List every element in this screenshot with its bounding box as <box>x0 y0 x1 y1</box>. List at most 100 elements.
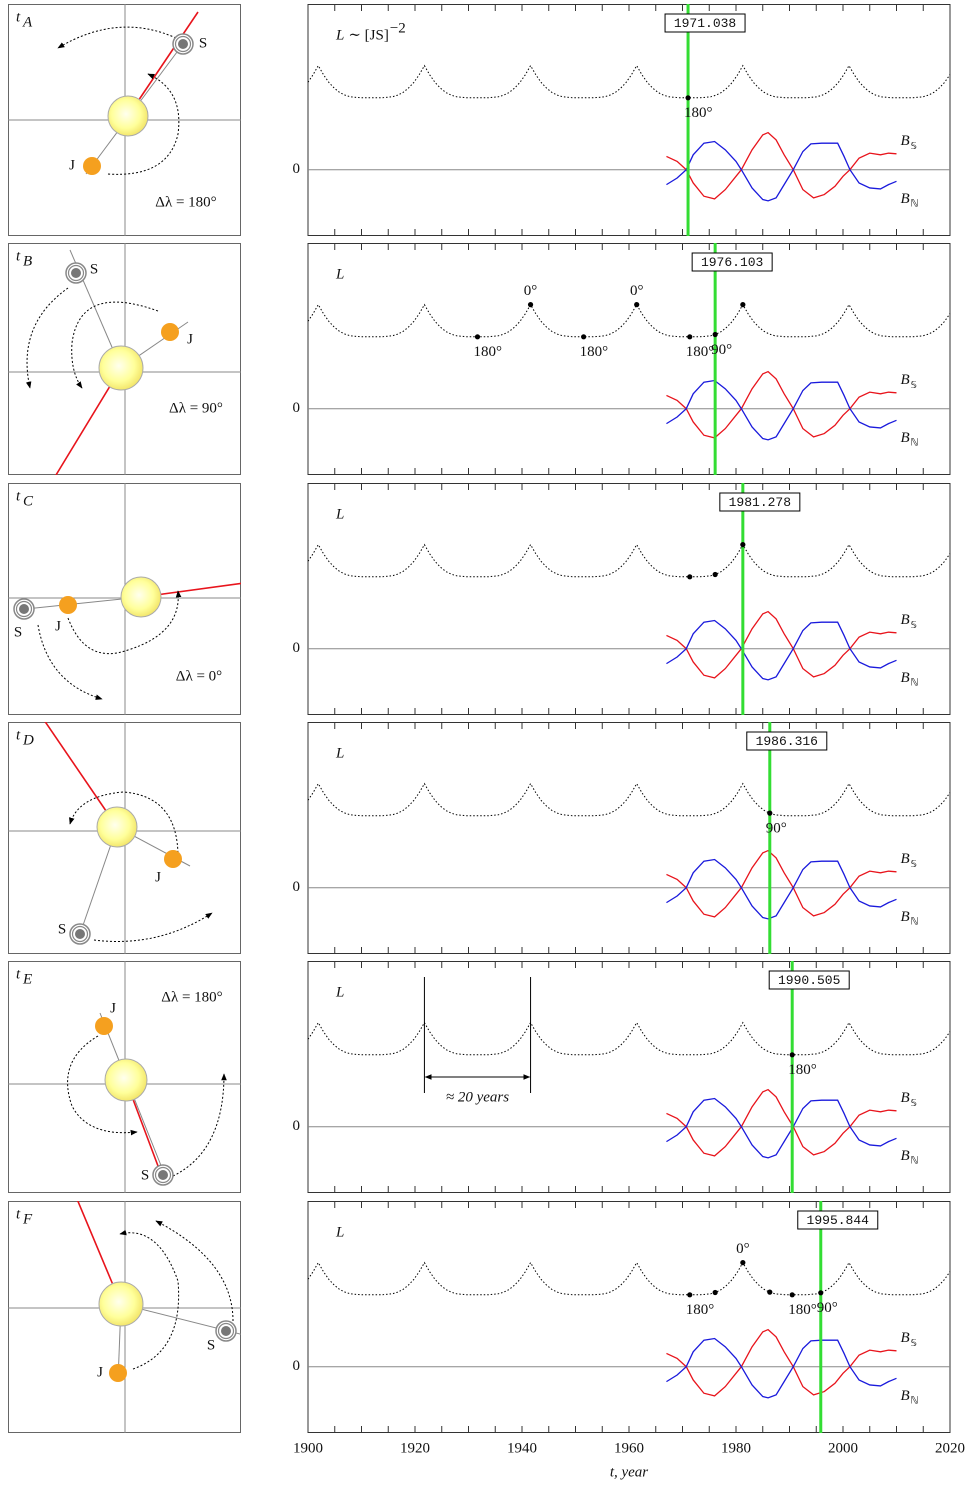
saturn <box>178 39 188 49</box>
planet-label: J <box>69 157 75 173</box>
x-tick-label: 1920 <box>400 1440 430 1456</box>
motion-arrow <box>69 791 179 858</box>
b-curve <box>666 1328 897 1397</box>
phase-point <box>581 334 587 340</box>
y-label: L <box>335 27 344 43</box>
sun <box>120 576 162 618</box>
alignment-line <box>15 596 142 611</box>
phase-point <box>740 542 746 548</box>
phase-point <box>767 1289 773 1295</box>
panel-label: t <box>16 966 21 982</box>
legend-label-sub: 𝕊 <box>911 1338 917 1349</box>
orbit-diagram: J St B Δλ = 90° <box>8 243 241 475</box>
plot-frame <box>307 483 951 715</box>
b-curve <box>666 379 897 441</box>
legend-label-sub: ℕ <box>911 1155 919 1166</box>
legend-label: B <box>901 612 910 628</box>
marker-label: 1986.316 <box>756 734 818 749</box>
saturn <box>158 1170 168 1180</box>
plot-frame <box>307 722 951 954</box>
phase-label: 180° <box>788 1302 817 1318</box>
phase-point <box>712 331 718 338</box>
orbit-diagram: J St E Δλ = 180° <box>8 961 241 1193</box>
b-curve <box>666 858 897 920</box>
x-tick-label: 1980 <box>721 1440 751 1456</box>
saturn <box>71 268 81 278</box>
panel-label-sub: A <box>22 14 33 30</box>
saturn-ring <box>71 925 89 943</box>
marker-label: 1981.278 <box>729 495 791 510</box>
phase-point <box>474 334 481 340</box>
plot-frame <box>307 961 951 1193</box>
y-label-formula: ∼ [JS] <box>348 27 389 43</box>
phase-label: 90° <box>817 1300 838 1316</box>
panel-label: t <box>16 488 21 504</box>
phase-label: Δλ = 90° <box>169 400 223 416</box>
phase-label: Δλ = 180° <box>155 194 216 210</box>
legend-label: B <box>901 670 910 686</box>
plot-frame <box>307 243 951 475</box>
x-tick-label: 2000 <box>828 1440 858 1456</box>
planet-label: S <box>58 921 66 937</box>
panel-label-sub: B <box>23 253 32 269</box>
legend-label: B <box>901 1148 910 1164</box>
phase-label: 180° <box>788 1062 817 1078</box>
panel-label: t <box>16 1206 21 1222</box>
planet-label: J <box>97 1364 103 1380</box>
x-tick-label: 1960 <box>614 1440 644 1456</box>
l-curve <box>307 64 951 99</box>
y-label-exponent: −2 <box>390 20 406 36</box>
b-curve <box>666 370 897 439</box>
phase-point <box>687 1292 693 1298</box>
motion-arrow <box>119 1229 180 1370</box>
direction-line <box>127 11 199 117</box>
motion-arrow <box>155 1220 234 1322</box>
sun <box>98 345 144 391</box>
b-curve <box>666 610 897 679</box>
legend-label: B <box>901 851 910 867</box>
legend-label-sub: ℕ <box>911 1395 919 1406</box>
legend-label-sub: 𝕊 <box>911 380 917 391</box>
phase-point <box>740 1260 746 1266</box>
phase-point <box>740 302 746 308</box>
sun <box>104 1058 148 1102</box>
y-label: L <box>335 506 344 522</box>
plot-frame <box>307 1201 951 1433</box>
marker-label: 1976.103 <box>701 255 763 270</box>
marker-box <box>691 252 773 272</box>
x-axis-label: t, year <box>610 1464 648 1480</box>
jupiter <box>164 850 182 868</box>
orbit-diagram: J St D <box>8 722 241 954</box>
marker-label: 1990.505 <box>778 973 840 988</box>
legend-label-sub: 𝕊 <box>911 620 917 631</box>
legend-label: B <box>901 191 910 207</box>
saturn-ring <box>154 1166 172 1184</box>
legend-label: B <box>901 133 910 149</box>
marker-label: 1971.038 <box>674 16 736 31</box>
saturn-ring <box>174 35 192 53</box>
phase-point <box>789 1292 795 1298</box>
motion-arrow <box>71 301 159 389</box>
b-curve <box>666 1097 897 1159</box>
planet-label: J <box>155 869 161 885</box>
phase-point <box>818 1290 824 1296</box>
phase-label: 0° <box>630 283 644 299</box>
planet-label: S <box>14 624 22 640</box>
b-curve <box>666 1337 897 1399</box>
phase-point <box>634 302 640 308</box>
motion-arrow <box>172 1073 227 1177</box>
phase-label: 0° <box>736 1241 750 1257</box>
marker-box <box>768 970 850 990</box>
phase-label: Δλ = 0° <box>176 668 222 684</box>
motion-arrow <box>67 1035 138 1136</box>
phase-label: 180° <box>686 1302 715 1318</box>
legend-label: B <box>901 909 910 925</box>
planet-label: J <box>55 618 61 634</box>
y-label: L <box>335 745 344 761</box>
motion-arrow <box>107 73 180 175</box>
x-tick-label: 2020 <box>935 1440 965 1456</box>
phase-point <box>685 95 691 101</box>
panel-label: t <box>16 9 21 25</box>
